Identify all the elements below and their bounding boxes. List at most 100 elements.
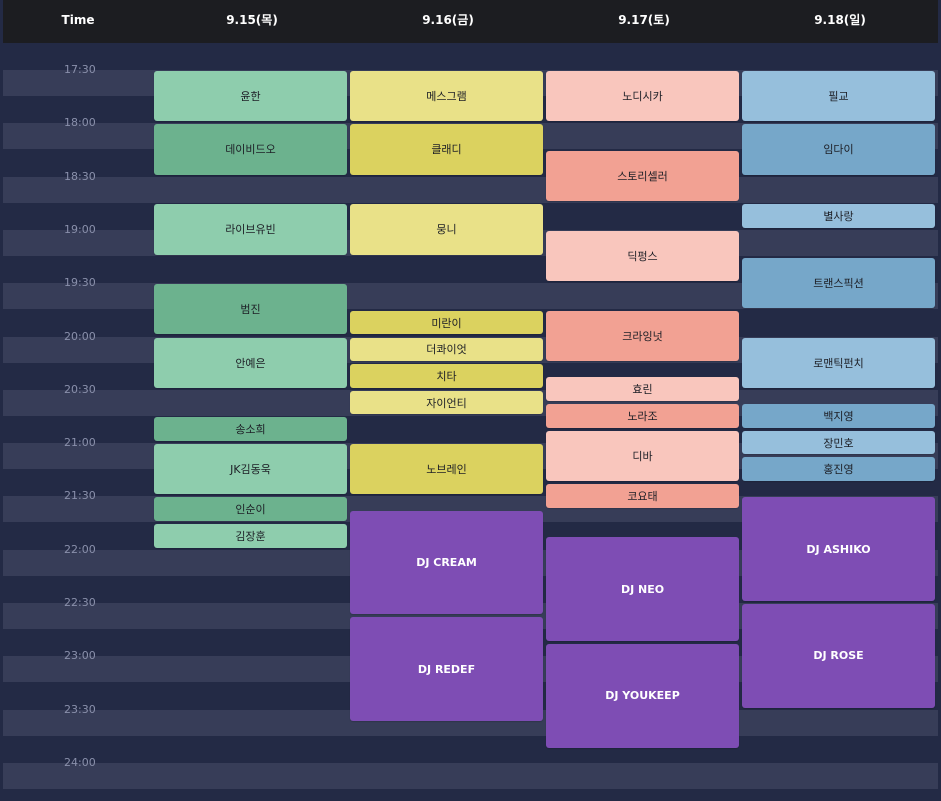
- performance-event-block[interactable]: 안예은: [154, 337, 347, 388]
- event-label: 메스그램: [426, 90, 467, 104]
- time-label: 19:30: [64, 276, 96, 290]
- time-label: 24:00: [64, 755, 96, 769]
- event-label: 디바: [632, 449, 653, 463]
- event-label: DJ CREAM: [416, 556, 477, 570]
- performance-event-block[interactable]: 디바: [546, 430, 739, 482]
- event-label: 데이비드오: [225, 143, 276, 157]
- event-label: 클래디: [431, 143, 462, 157]
- performance-event-block[interactable]: 뭉니: [350, 204, 543, 255]
- performance-event-block[interactable]: 윤한: [154, 71, 347, 122]
- event-label: 라이브유빈: [225, 223, 276, 237]
- time-label: 18:00: [64, 116, 96, 130]
- time-row-band: [3, 176, 938, 203]
- performance-event-block[interactable]: 김장훈: [154, 524, 347, 548]
- event-label: 안예은: [235, 356, 266, 370]
- event-label: 뭉니: [436, 223, 457, 237]
- time-label: 20:30: [64, 382, 96, 396]
- performance-event-block[interactable]: 자이언티: [350, 390, 543, 415]
- performance-event-block[interactable]: 더콰이엇: [350, 337, 543, 362]
- event-label: 김장훈: [235, 529, 266, 543]
- event-label: 더콰이엇: [426, 343, 467, 357]
- performance-event-block[interactable]: 필교: [742, 71, 935, 122]
- performance-event-block[interactable]: 임다이: [742, 124, 935, 175]
- performance-event-block[interactable]: 송소희: [154, 417, 347, 442]
- event-label: 인순이: [235, 503, 266, 517]
- time-label: 23:30: [64, 702, 96, 716]
- event-label: DJ YOUKEEP: [605, 689, 680, 703]
- day-header-0918[interactable]: 9.18(일): [814, 13, 866, 27]
- event-label: 윤한: [240, 90, 261, 104]
- dj-event-block[interactable]: DJ REDEF: [350, 617, 543, 721]
- performance-event-block[interactable]: 메스그램: [350, 71, 543, 122]
- time-label: 22:30: [64, 596, 96, 609]
- day-header-0915[interactable]: 9.15(목): [226, 13, 278, 27]
- event-label: 송소희: [235, 423, 266, 437]
- dj-event-block[interactable]: DJ ASHIKO: [742, 497, 935, 601]
- performance-event-block[interactable]: 로맨틱펀치: [742, 337, 935, 388]
- performance-event-block[interactable]: 장민호: [742, 430, 935, 455]
- performance-event-block[interactable]: 별사랑: [742, 204, 935, 228]
- performance-event-block[interactable]: 코요태: [546, 484, 739, 508]
- performance-event-block[interactable]: 딕펑스: [546, 230, 739, 282]
- event-label: 필교: [828, 90, 849, 104]
- timetable-header: Time 9.15(목) 9.16(금) 9.17(토) 9.18(일): [3, 0, 938, 43]
- dj-event-block[interactable]: DJ CREAM: [350, 510, 543, 615]
- performance-event-block[interactable]: 트랜스픽션: [742, 257, 935, 308]
- event-label: 딕펑스: [627, 250, 658, 264]
- time-label: 20:00: [64, 329, 96, 343]
- dj-event-block[interactable]: DJ ROSE: [742, 604, 935, 708]
- event-label: 임다이: [823, 143, 854, 157]
- event-label: 노브레인: [426, 463, 467, 477]
- time-label: 17:30: [64, 63, 96, 76]
- event-label: 자이언티: [426, 396, 467, 410]
- performance-event-block[interactable]: 백지영: [742, 404, 935, 428]
- time-label: 22:00: [64, 542, 96, 556]
- performance-event-block[interactable]: JK김동욱: [154, 444, 347, 495]
- performance-event-block[interactable]: 데이비드오: [154, 124, 347, 175]
- event-label: 스토리셀러: [617, 170, 668, 184]
- event-label: 치타: [436, 369, 457, 383]
- event-label: DJ ASHIKO: [806, 542, 871, 556]
- performance-event-block[interactable]: 치타: [350, 364, 543, 388]
- event-label: 노디시카: [622, 90, 663, 104]
- performance-event-block[interactable]: 효린: [546, 377, 739, 402]
- event-label: 로맨틱펀치: [813, 356, 864, 370]
- event-label: 백지영: [823, 409, 854, 423]
- event-label: 코요태: [627, 489, 658, 503]
- performance-event-block[interactable]: 크라잉넛: [546, 310, 739, 362]
- event-label: 효린: [632, 383, 653, 397]
- event-label: 홍진영: [823, 463, 854, 477]
- performance-event-block[interactable]: 노디시카: [546, 71, 739, 122]
- performance-event-block[interactable]: 인순이: [154, 497, 347, 522]
- time-label: 18:30: [64, 169, 96, 183]
- performance-event-block[interactable]: 노라조: [546, 404, 739, 428]
- time-label: 21:00: [64, 436, 96, 450]
- event-label: 별사랑: [823, 210, 854, 224]
- event-label: DJ NEO: [620, 582, 665, 596]
- event-label: 크라잉넛: [622, 329, 663, 343]
- performance-event-block[interactable]: 클래디: [350, 124, 543, 175]
- time-label: 19:00: [64, 222, 96, 236]
- event-label: DJ ROSE: [813, 649, 864, 663]
- day-header-0917[interactable]: 9.17(토): [618, 13, 670, 27]
- event-label: 미란이: [431, 316, 462, 330]
- event-label: DJ REDEF: [417, 662, 476, 676]
- time-label: 23:00: [64, 649, 96, 663]
- performance-event-block[interactable]: 스토리셀러: [546, 150, 739, 202]
- time-column-header: Time: [61, 13, 95, 27]
- performance-event-block[interactable]: 라이브유빈: [154, 204, 347, 255]
- performance-event-block[interactable]: 노브레인: [350, 444, 543, 495]
- performance-event-block[interactable]: 홍진영: [742, 457, 935, 482]
- event-label: 트랜스픽션: [813, 276, 864, 290]
- dj-event-block[interactable]: DJ NEO: [546, 537, 739, 641]
- time-row-band: [3, 762, 938, 789]
- time-label: 21:30: [64, 489, 96, 503]
- performance-event-block[interactable]: 범진: [154, 284, 347, 335]
- dj-event-block[interactable]: DJ YOUKEEP: [546, 643, 739, 748]
- event-label: 장민호: [823, 436, 854, 450]
- performance-event-block[interactable]: 미란이: [350, 310, 543, 335]
- event-label: JK김동욱: [230, 463, 271, 477]
- day-header-0916[interactable]: 9.16(금): [422, 13, 474, 27]
- event-label: 범진: [240, 303, 261, 317]
